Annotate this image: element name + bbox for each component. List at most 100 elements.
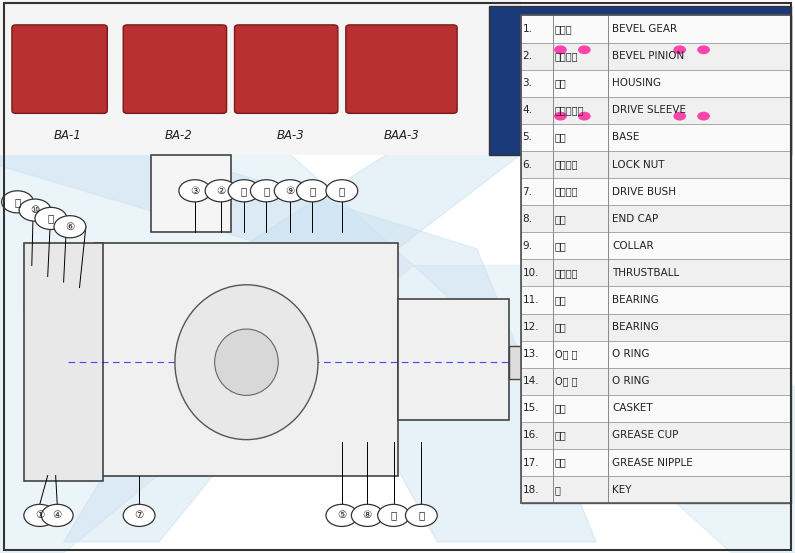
FancyBboxPatch shape bbox=[123, 25, 227, 113]
Text: DRIVE BUSH: DRIVE BUSH bbox=[612, 186, 677, 197]
Circle shape bbox=[2, 191, 33, 213]
Circle shape bbox=[250, 180, 282, 202]
Bar bbox=[521, 97, 791, 124]
Bar bbox=[521, 151, 791, 178]
Bar bbox=[0, 0, 521, 155]
Text: ⑬: ⑬ bbox=[48, 213, 54, 223]
Circle shape bbox=[326, 504, 358, 526]
Text: 11.: 11. bbox=[522, 295, 539, 305]
Text: COLLAR: COLLAR bbox=[612, 241, 653, 251]
Polygon shape bbox=[413, 265, 795, 553]
Circle shape bbox=[697, 45, 710, 54]
Circle shape bbox=[205, 180, 237, 202]
Text: ④: ④ bbox=[52, 510, 62, 520]
Text: 油杯: 油杯 bbox=[555, 457, 567, 468]
Text: 键: 键 bbox=[555, 484, 560, 495]
Text: ⑥: ⑥ bbox=[65, 222, 75, 232]
Circle shape bbox=[24, 504, 56, 526]
Text: THRUSTBALL: THRUSTBALL bbox=[612, 268, 680, 278]
Text: ⑯: ⑯ bbox=[14, 197, 21, 207]
FancyBboxPatch shape bbox=[12, 25, 107, 113]
Text: 重: 重 bbox=[135, 317, 167, 369]
Text: 17.: 17. bbox=[522, 457, 539, 468]
Bar bbox=[521, 15, 791, 503]
Bar bbox=[680, 39, 727, 122]
Text: BASE: BASE bbox=[612, 132, 639, 143]
Text: ⑰: ⑰ bbox=[263, 186, 270, 196]
Bar bbox=[521, 259, 791, 286]
Text: CASKET: CASKET bbox=[612, 403, 653, 414]
Text: ⑤: ⑤ bbox=[337, 510, 347, 520]
Bar bbox=[521, 314, 791, 341]
Text: ⑦: ⑦ bbox=[134, 510, 144, 520]
Circle shape bbox=[297, 180, 328, 202]
Text: 驱动空心轴: 驱动空心轴 bbox=[555, 105, 584, 116]
Text: 4.: 4. bbox=[522, 105, 533, 116]
Text: O RING: O RING bbox=[612, 349, 650, 359]
Text: 2.: 2. bbox=[522, 51, 533, 61]
Bar bbox=[521, 43, 791, 70]
Text: 管堵: 管堵 bbox=[555, 430, 567, 441]
Text: ③: ③ bbox=[190, 186, 200, 196]
Text: ⑭: ⑭ bbox=[390, 510, 397, 520]
Circle shape bbox=[578, 45, 591, 54]
Bar bbox=[521, 449, 791, 476]
Text: 衬套: 衬套 bbox=[555, 241, 567, 251]
Bar bbox=[521, 232, 791, 259]
Bar bbox=[727, 55, 767, 111]
Bar bbox=[521, 341, 791, 368]
Bar bbox=[521, 286, 791, 314]
Polygon shape bbox=[0, 100, 596, 542]
Circle shape bbox=[54, 216, 86, 238]
Text: BAA-3: BAA-3 bbox=[384, 129, 419, 142]
Circle shape bbox=[351, 504, 383, 526]
Text: GREASE NIPPLE: GREASE NIPPLE bbox=[612, 457, 693, 468]
Text: BA-1: BA-1 bbox=[54, 129, 81, 142]
Bar bbox=[521, 476, 791, 503]
Circle shape bbox=[123, 504, 155, 526]
FancyBboxPatch shape bbox=[24, 243, 80, 310]
Text: ⑨: ⑨ bbox=[285, 186, 295, 196]
Bar bbox=[521, 178, 791, 205]
Text: 壳体: 壳体 bbox=[555, 78, 567, 88]
Text: 14.: 14. bbox=[522, 376, 539, 387]
Polygon shape bbox=[64, 66, 636, 542]
Text: 10.: 10. bbox=[522, 268, 539, 278]
Circle shape bbox=[41, 504, 73, 526]
Text: ⑩: ⑩ bbox=[30, 205, 40, 215]
Text: 5.: 5. bbox=[522, 132, 533, 143]
Text: 档圈: 档圈 bbox=[555, 403, 567, 414]
Text: 1.: 1. bbox=[522, 24, 533, 34]
Text: GREASE CUP: GREASE CUP bbox=[612, 430, 678, 441]
Ellipse shape bbox=[215, 329, 278, 395]
Bar bbox=[521, 15, 791, 503]
Text: 小弧齿轮: 小弧齿轮 bbox=[555, 51, 579, 61]
Circle shape bbox=[673, 112, 686, 121]
Bar bbox=[497, 33, 553, 127]
Text: LOCK NUT: LOCK NUT bbox=[612, 159, 665, 170]
Circle shape bbox=[405, 504, 437, 526]
Ellipse shape bbox=[175, 285, 318, 440]
Text: O形 圈: O形 圈 bbox=[555, 349, 577, 359]
Circle shape bbox=[673, 45, 686, 54]
Text: 18.: 18. bbox=[522, 484, 539, 495]
Bar bbox=[521, 395, 791, 422]
Text: 9.: 9. bbox=[522, 241, 533, 251]
FancyBboxPatch shape bbox=[398, 299, 509, 420]
Circle shape bbox=[274, 180, 306, 202]
Text: O形 圈: O形 圈 bbox=[555, 376, 577, 387]
Text: 12.: 12. bbox=[522, 322, 539, 332]
Bar bbox=[592, 39, 688, 122]
Text: ⑧: ⑧ bbox=[363, 510, 372, 520]
FancyBboxPatch shape bbox=[346, 25, 457, 113]
Bar bbox=[521, 70, 791, 97]
Text: O RING: O RING bbox=[612, 376, 650, 387]
Text: HOUSING: HOUSING bbox=[612, 78, 661, 88]
Text: 锁紧螺母: 锁紧螺母 bbox=[555, 159, 579, 170]
Text: 阀杆螺母: 阀杆螺母 bbox=[555, 186, 579, 197]
Text: 推力轴承: 推力轴承 bbox=[555, 268, 579, 278]
Circle shape bbox=[697, 112, 710, 121]
FancyBboxPatch shape bbox=[151, 155, 231, 232]
Text: ⑮: ⑮ bbox=[339, 186, 345, 196]
Circle shape bbox=[554, 45, 567, 54]
